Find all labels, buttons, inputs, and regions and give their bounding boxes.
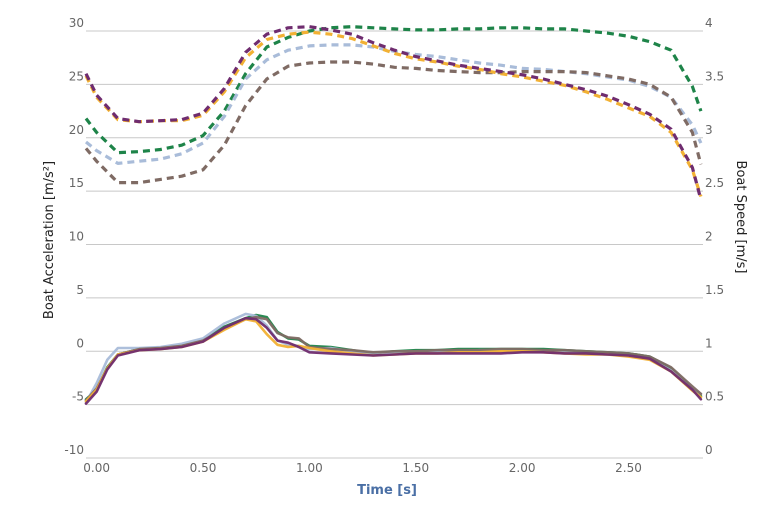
left-tick-label: -10 — [64, 443, 84, 457]
acceleration-line — [84, 312, 703, 404]
x-axis-title: Time [s] — [357, 483, 417, 498]
left-axis-title: Boat Acceleration [m/s²] — [42, 161, 57, 319]
x-tick-label: 0.50 — [190, 461, 217, 475]
right-tick-label: 2 — [705, 230, 713, 244]
speed-line — [84, 30, 703, 197]
right-tick-label: 3 — [705, 123, 713, 137]
left-axis-ticks: 30 25 20 15 10 5 0 -5 -10 — [64, 16, 84, 457]
x-tick-label: 1.50 — [402, 461, 429, 475]
right-tick-label: 0.5 — [705, 390, 724, 404]
speed-line — [84, 60, 703, 185]
acceleration-line — [84, 317, 703, 403]
right-tick-label: 0 — [705, 443, 713, 457]
x-axis-ticks: 0.00 0.50 1.00 1.50 2.00 2.50 — [83, 461, 642, 475]
left-tick-label: 0 — [76, 336, 84, 350]
right-tick-label: 3.5 — [705, 69, 724, 83]
acceleration-lines — [84, 312, 703, 405]
left-tick-label: 25 — [69, 69, 84, 83]
left-tick-label: 5 — [76, 283, 84, 297]
right-axis-ticks: 4 3.5 3 2.5 2 1.5 1 0.5 0 — [705, 16, 724, 457]
acceleration-line — [84, 313, 703, 401]
left-tick-label: 10 — [69, 230, 84, 244]
x-tick-label: 0.00 — [83, 461, 110, 475]
right-axis-title: Boat Speed [m/s] — [733, 161, 748, 274]
left-tick-label: 15 — [69, 176, 84, 190]
speed-line — [84, 25, 703, 155]
left-tick-label: -5 — [72, 390, 84, 404]
right-tick-label: 2.5 — [705, 176, 724, 190]
x-tick-label: 2.50 — [615, 461, 642, 475]
x-tick-label: 2.00 — [509, 461, 536, 475]
gridlines — [86, 30, 703, 459]
acceleration-line — [84, 316, 703, 405]
speed-line — [84, 25, 703, 201]
right-tick-label: 1.5 — [705, 283, 724, 297]
left-tick-label: 30 — [69, 16, 84, 30]
x-tick-label: 1.00 — [296, 461, 323, 475]
right-tick-label: 1 — [705, 336, 713, 350]
acceleration-line — [84, 315, 703, 402]
speed-line — [84, 43, 703, 165]
right-tick-label: 4 — [705, 16, 713, 30]
left-tick-label: 20 — [69, 123, 84, 137]
speed-lines — [84, 25, 703, 201]
